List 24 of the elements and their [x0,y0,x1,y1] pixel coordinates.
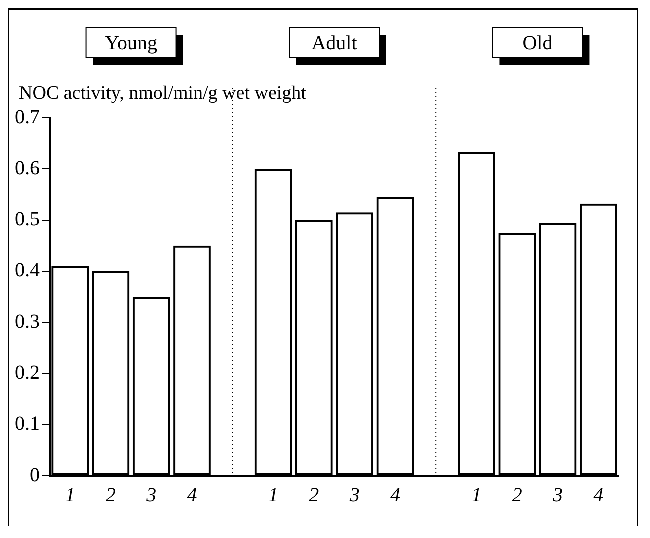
x-tick-label: 2 [512,484,522,506]
x-tick-label: 3 [146,484,157,506]
y-tick-label: 0.4 [15,260,40,282]
y-tick-label: 0.1 [15,413,40,436]
text: Young [105,32,158,54]
x-tick-label: 4 [187,484,198,506]
x-tick-label: 1 [65,484,76,506]
x-tick-label: 3 [348,484,360,506]
x-tick-label: 3 [552,484,564,506]
y-tick-label: 0.2 [15,362,40,384]
y-axis-title: NOC activity, nmol/min/g wet weight [19,82,308,104]
text: Adult [312,32,358,54]
y-tick-label: 0.3 [15,310,40,333]
y-tick-label: 0.6 [15,157,40,180]
x-tick-label: 2 [309,484,320,506]
y-tick-label: 0 [30,464,40,486]
x-tick-label: 1 [268,484,279,506]
x-tick-label: 4 [594,484,604,506]
x-tick-label: 4 [390,484,400,506]
y-tick-label: 0.5 [15,208,40,231]
x-tick-label: 1 [472,484,482,506]
y-tick-label: 0.7 [15,106,40,128]
text: Old [522,32,553,54]
x-tick-label: 2 [106,484,116,506]
